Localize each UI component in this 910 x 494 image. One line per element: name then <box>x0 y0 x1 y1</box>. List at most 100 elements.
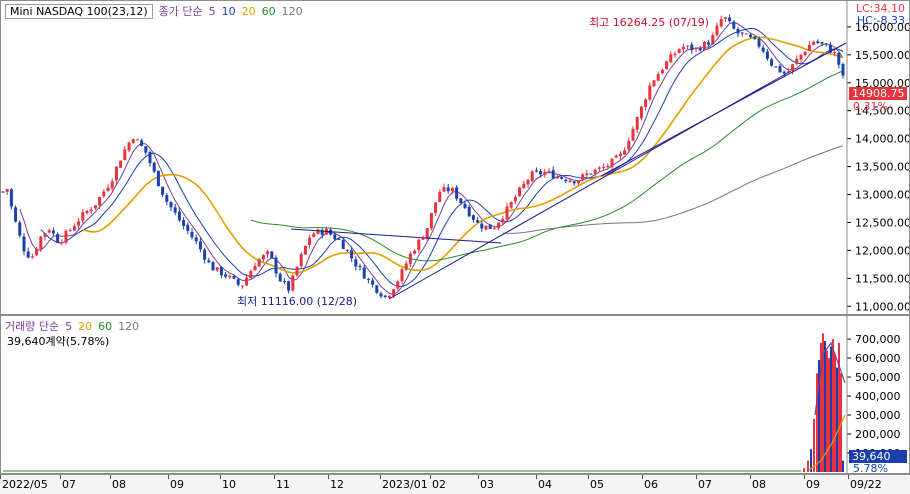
ma120-line <box>502 145 844 234</box>
candle-body <box>413 250 417 254</box>
candle-body <box>576 180 580 184</box>
volume-chart[interactable]: 100,000200,000300,000400,000500,000600,0… <box>1 316 909 473</box>
candle-body <box>824 43 828 45</box>
candle-body <box>518 187 522 197</box>
candle-body <box>140 140 144 147</box>
ma-label: 종가 단순 <box>158 5 203 18</box>
candle-body <box>551 170 555 179</box>
price-tick-label: 15,000.00 <box>855 77 909 90</box>
price-tick-label: 14,500.00 <box>855 105 909 118</box>
candle-body <box>85 210 89 214</box>
candle-body <box>707 42 711 45</box>
candle-body <box>446 187 450 192</box>
candle-body <box>68 229 72 231</box>
candle-body <box>47 230 51 233</box>
candle-body <box>333 234 337 240</box>
candle-body <box>610 158 614 168</box>
candle-body <box>131 139 135 143</box>
time-tick-label: 07 <box>698 478 712 491</box>
candle-body <box>14 207 18 222</box>
volume-panel[interactable]: 거래량 단순 5 20 60 120 39,640계약(5.78%) 100,0… <box>0 315 910 475</box>
candle-body <box>215 267 219 271</box>
candle-body <box>358 265 362 268</box>
time-tick-mark <box>848 475 849 479</box>
price-tick-label: 15,500.00 <box>855 49 909 62</box>
candle-body <box>51 230 55 234</box>
candle-body <box>749 34 753 38</box>
volume-bar <box>810 449 812 472</box>
volume-title: 거래량 단순 <box>5 320 60 333</box>
candle-body <box>186 224 190 232</box>
price-panel[interactable]: Mini NASDAQ 100(23,12) 종가 단순 5 10 20 60 … <box>0 0 910 315</box>
candle-body <box>203 249 207 260</box>
time-tick-mark <box>220 475 221 479</box>
candle-body <box>392 289 396 297</box>
volume-tick-label: 300,000 <box>855 409 901 422</box>
time-tick-mark <box>380 475 381 479</box>
ma-support-line <box>600 42 847 177</box>
candle-body <box>249 270 253 279</box>
time-tick-label: 11 <box>276 478 290 491</box>
candle-body <box>702 41 706 51</box>
candle-body <box>522 183 526 188</box>
candle-body <box>602 166 606 168</box>
candle-body <box>253 265 257 271</box>
time-axis[interactable]: 2022/05 07 08 09 10 11 12 2023/01 02 03 04 05 06 07 08… <box>0 474 910 494</box>
candle-body <box>450 188 454 192</box>
volume-bar <box>803 468 805 472</box>
candle-body <box>488 224 492 229</box>
candle-body <box>631 128 635 141</box>
candle-body <box>665 61 669 70</box>
volume-bar <box>828 358 830 472</box>
candle-body <box>64 230 68 243</box>
time-tick-mark <box>60 475 61 479</box>
candle-body <box>568 180 572 183</box>
candle-body <box>463 203 467 209</box>
candle-body <box>560 177 564 179</box>
volume-bar <box>832 339 834 472</box>
volume-tick-label: 400,000 <box>855 390 901 403</box>
candle-body <box>770 59 774 66</box>
candle-body <box>287 281 291 291</box>
candle-body <box>245 277 249 286</box>
candle-body <box>165 195 169 202</box>
lc-value: LC:34.10 <box>855 2 905 15</box>
time-tick-mark <box>274 475 275 479</box>
candle-body <box>354 259 358 267</box>
price-tick-label: 16,000.00 <box>855 21 909 34</box>
price-chart[interactable]: 11,000.00 11,500.00 12,000.00 12,500.00 13,0… <box>1 1 909 314</box>
hc-value: HC:-8.33 <box>856 14 905 27</box>
time-tick-label: 2022/05 <box>2 478 48 491</box>
candle-body <box>597 167 601 169</box>
candle-body <box>795 58 799 64</box>
candle-body <box>362 267 366 279</box>
candle-body <box>18 222 22 236</box>
time-tick-label: 06 <box>644 478 658 491</box>
volume-bar <box>820 342 822 472</box>
vol-ma120-legend: 120 <box>118 319 140 333</box>
time-tick-mark <box>430 475 431 479</box>
candle-body <box>681 46 685 50</box>
candle-body <box>81 212 85 221</box>
instrument-title[interactable]: Mini NASDAQ 100(23,12) <box>5 3 153 19</box>
candle-body <box>308 237 312 245</box>
candle-body <box>236 279 240 285</box>
candle-body <box>711 35 715 45</box>
candle-body <box>320 229 324 235</box>
ma60-legend: 60 <box>261 4 276 18</box>
candle-body <box>266 251 270 255</box>
candle-body <box>673 53 677 56</box>
candle-body <box>774 66 778 68</box>
candle-body <box>581 174 585 180</box>
candle-body <box>442 187 446 192</box>
candle-body <box>114 166 118 181</box>
candle-body <box>828 44 832 53</box>
candle-body <box>429 212 433 229</box>
candle-body <box>791 64 795 72</box>
candle-body <box>182 219 186 226</box>
candle-body <box>375 285 379 293</box>
candle-body <box>820 42 824 44</box>
ma20-line <box>82 36 844 274</box>
candle-body <box>177 211 181 221</box>
candle-body <box>623 150 627 155</box>
